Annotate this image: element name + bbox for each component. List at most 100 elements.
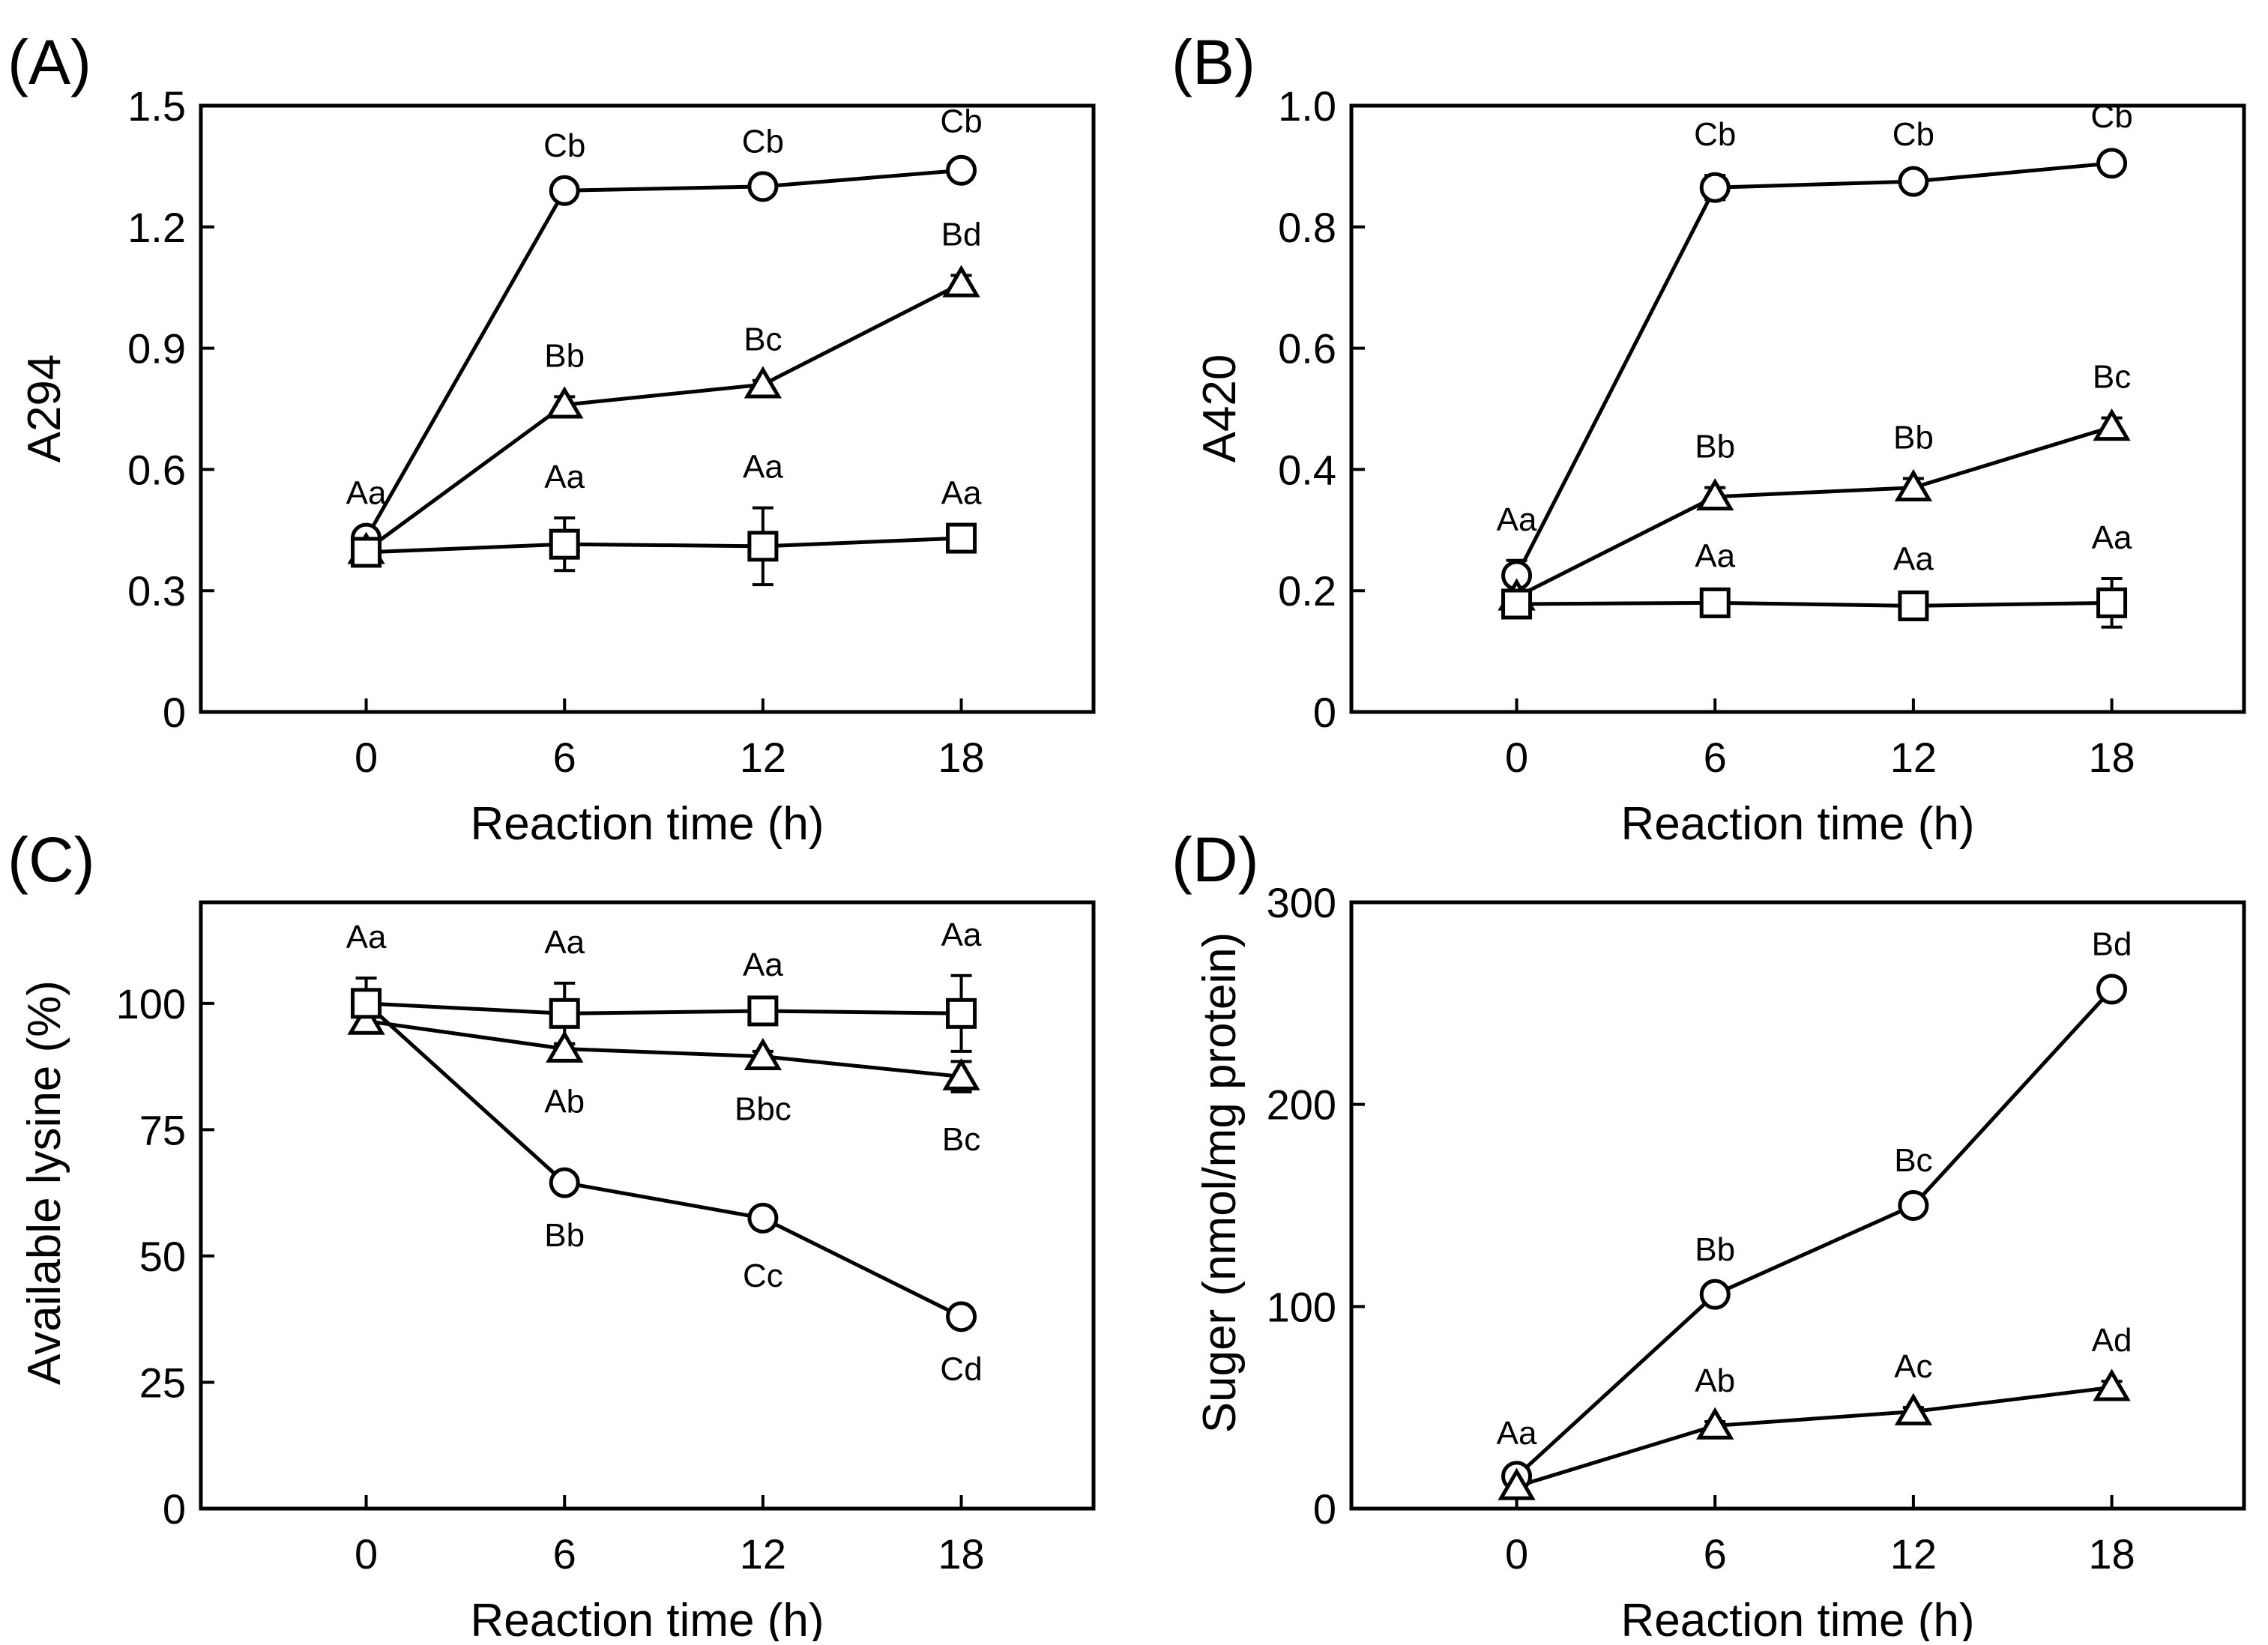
significance-label: Cb [1694,116,1736,153]
y-tick-label: 75 [139,1106,186,1153]
significance-label: Cc [743,1258,783,1294]
significance-label: Bc [1894,1142,1932,1179]
significance-label: Bb [1893,420,1934,456]
significance-label: Aa [544,924,585,961]
y-tick-label: 0.2 [1278,567,1336,615]
data-point-square [946,522,977,554]
y-tick-label: 1.2 [127,204,186,251]
x-tick-label: 18 [938,1530,984,1578]
data-point-triangle [1696,1407,1734,1440]
significance-label: Cb [543,127,585,164]
plot-frame [199,103,1096,714]
significance-label: Aa [743,947,783,983]
panel-label: (C) [7,824,95,895]
significance-label: Aa [1497,1415,1537,1452]
series-line-square [366,1001,962,1015]
data-point-square [1699,587,1731,618]
y-tick-label: 100 [116,980,186,1027]
significance-label: Aa [1695,537,1735,574]
x-axis-title: Reaction time (h) [470,1595,824,1641]
significance-label: Cb [742,123,784,160]
data-point-circle [1898,1190,1929,1221]
significance-label: Bb [1695,429,1735,465]
series-line-triangle [1515,1385,2112,1488]
significance-label: Cb [2090,98,2132,135]
series-line-circle [1515,161,2112,577]
x-tick-label: 0 [355,1530,378,1578]
data-point-square [351,537,382,568]
series-line-triangle [366,1018,962,1079]
data-point-triangle [1894,1392,1933,1425]
significance-label: Cb [940,103,982,140]
x-tick-label: 12 [1890,1530,1937,1578]
panel-a: (A) 0 0.3 0.6 0.9 1.2 1.5 0 6 12 18 Reaction time (… [7,27,1096,850]
significance-label: Aa [941,917,982,953]
data-point-triangle [546,1030,584,1063]
data-point-triangle [347,1002,385,1035]
series-line-square [366,536,962,555]
y-axis-title: Suger (nmol/mg protein) [1194,932,1246,1434]
panel-label: (D) [1171,824,1259,895]
y-axis-title: Available lysine (%) [19,980,70,1385]
significance-label: Ac [1894,1348,1932,1385]
series-line-circle [364,168,962,540]
y-tick-label: 50 [139,1233,186,1280]
data-point-circle [1898,166,1929,197]
data-point-triangle [546,386,584,419]
data-point-triangle [744,366,782,399]
series-line-square [1516,600,2112,608]
data-point-circle [946,1301,977,1332]
data-point-circle [946,154,977,186]
y-tick-label: 0 [1313,1485,1336,1533]
y-tick-label: 300 [1267,879,1336,926]
y-axis-title: A420 [1194,354,1246,463]
plot-frame [1349,103,2246,714]
significance-label: Ad [2092,1322,2132,1359]
x-tick-label: 6 [553,734,576,781]
y-tick-label: 1.5 [127,82,186,130]
x-axis-title: Reaction time (h) [470,798,824,850]
significance-label: Bb [1695,1231,1735,1268]
significance-label: Aa [1497,501,1537,538]
significance-label: Aa [544,459,585,495]
data-point-square [1501,588,1533,620]
significance-label: Bb [544,337,585,374]
significance-label: Cb [1892,116,1934,153]
y-tick-label: 100 [1267,1283,1336,1330]
data-point-triangle [1696,478,1734,511]
data-point-square [946,997,977,1029]
significance-label: Aa [346,919,387,956]
data-point-triangle [1498,1467,1536,1500]
panel-b: (B) 0 0.2 0.4 0.6 0.8 1.0 0 6 12 18 Reaction time (… [1171,27,2246,850]
y-axis-title: A294 [19,354,70,463]
data-point-triangle [2093,1368,2131,1401]
x-tick-label: 18 [938,734,984,781]
significance-label: Ab [1695,1362,1735,1399]
data-point-square [747,531,779,562]
x-axis-title: Reaction time (h) [1620,798,1974,850]
significance-label: Ab [544,1083,585,1120]
x-tick-label: 0 [1505,734,1528,781]
x-tick-label: 12 [740,734,786,781]
y-tick-label: 0.8 [1278,204,1336,251]
significance-label: Bb [544,1217,585,1254]
significance-label: Aa [941,475,982,512]
data-point-circle [747,171,779,202]
y-tick-label: 200 [1267,1081,1336,1129]
series-line-triangle [365,282,962,552]
x-tick-label: 18 [2088,1530,2135,1578]
y-tick-label: 0.9 [127,325,186,372]
significance-label: Aa [346,475,387,512]
data-point-square [747,995,779,1027]
y-tick-label: 0 [163,1485,186,1533]
plot-frame [1349,900,2246,1511]
data-point-circle [549,175,580,206]
x-tick-label: 12 [1890,734,1937,781]
data-point-circle [1699,172,1731,203]
significance-label: Bd [2092,926,2132,963]
data-point-square [549,997,580,1029]
series-line-circle [1515,988,2114,1478]
y-tick-label: 0.6 [127,446,186,493]
